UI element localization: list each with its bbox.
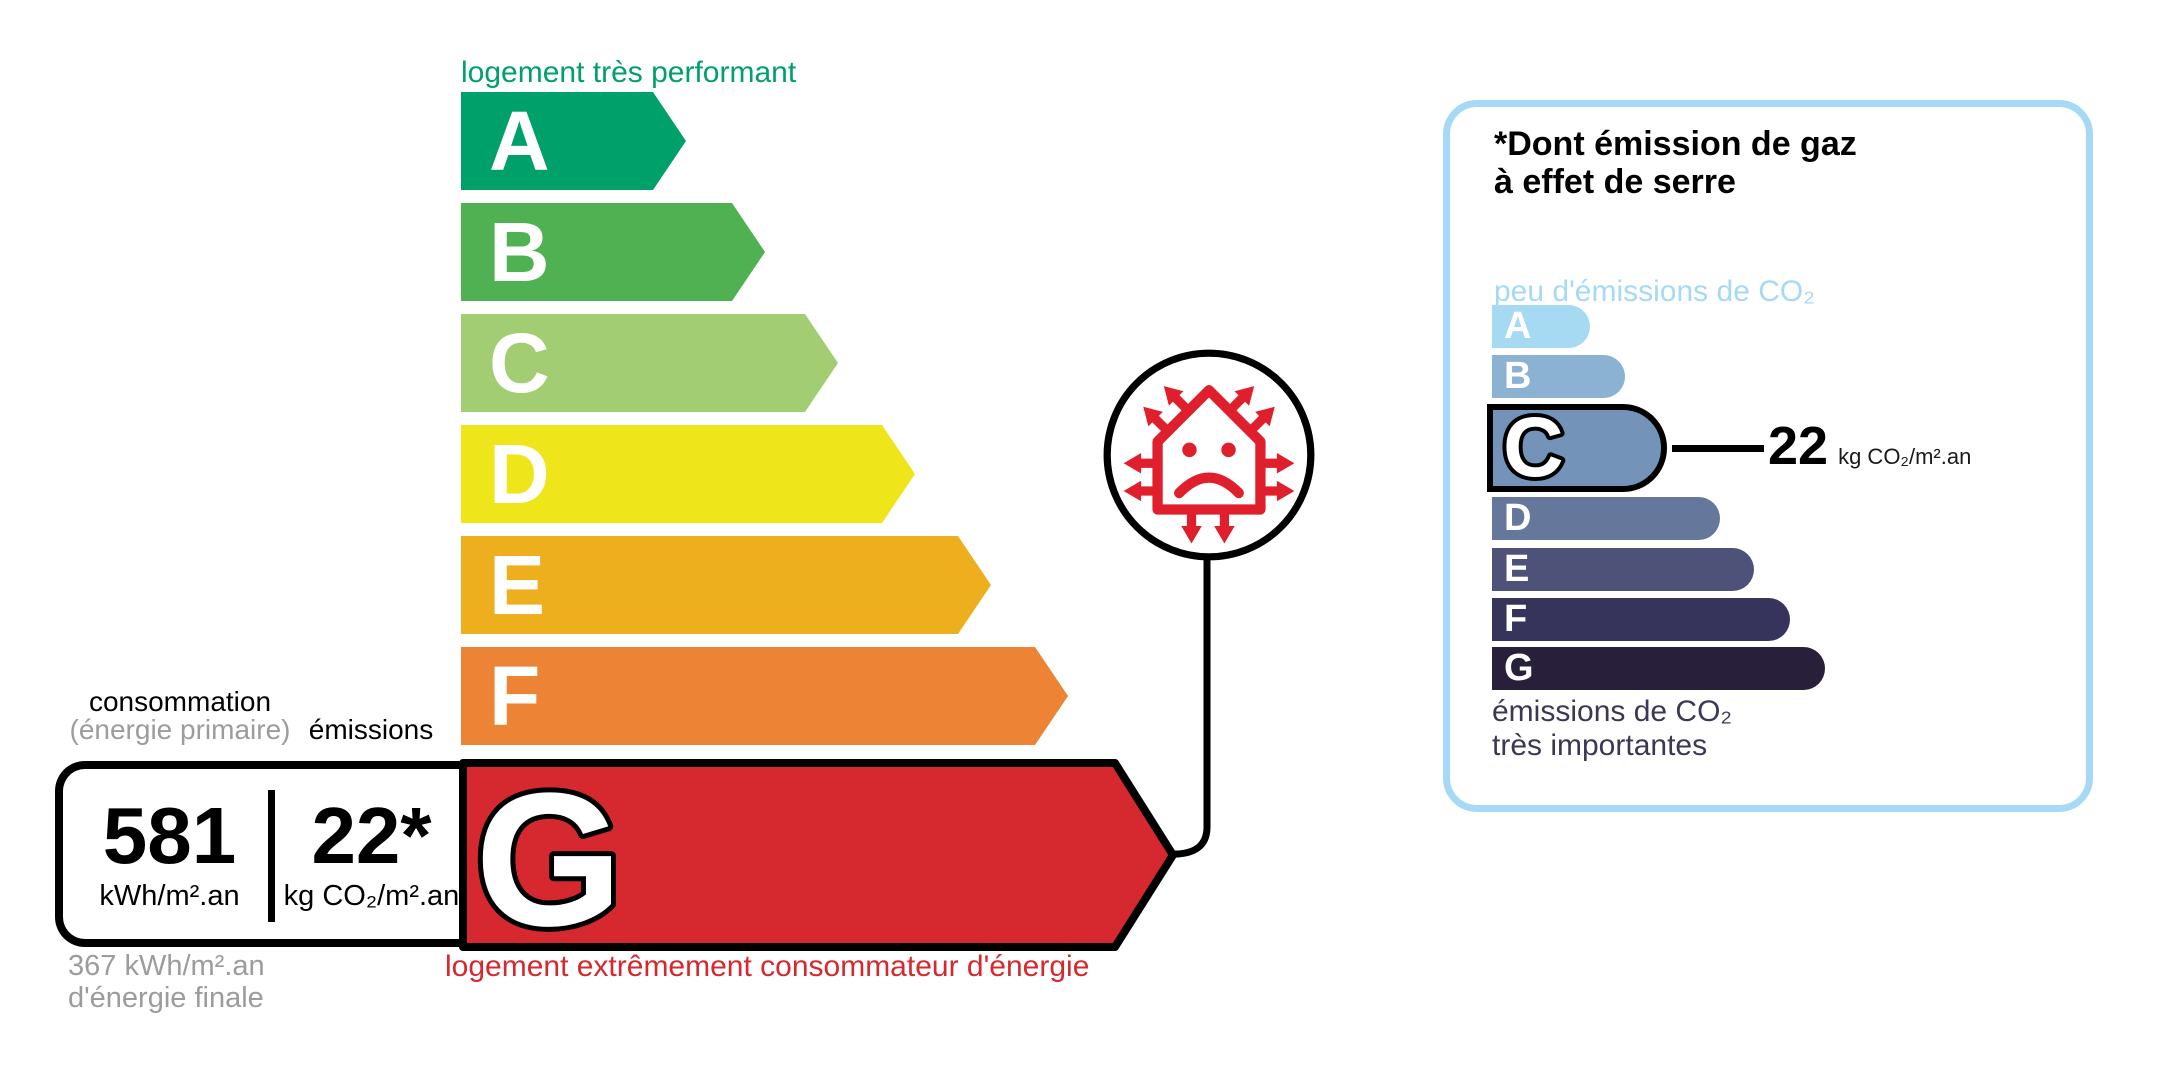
co2-class-bar-c: C: [1487, 404, 1667, 492]
heat-loss-arrow: [1123, 452, 1156, 474]
house-eye-left: [1182, 442, 1197, 458]
sad-house-heat-loss-icon: [1103, 349, 1315, 561]
co2-class-bar-b: B: [1492, 355, 1625, 398]
heat-loss-arrow: [1248, 406, 1275, 433]
co2-class-c-letter: C: [1503, 410, 1564, 486]
co2-class-bar-e: E: [1492, 548, 1754, 591]
energy-class-label: D: [489, 427, 550, 521]
energy-class-g-shape: [459, 759, 1177, 951]
consumption-header: consommation: [88, 686, 272, 717]
co2-class-label: E: [1504, 548, 1530, 590]
house-frown: [1174, 472, 1244, 499]
co2-class-bar-a: A: [1492, 305, 1590, 348]
energy-class-label: A: [489, 94, 550, 188]
heat-loss-arrow: [1181, 511, 1202, 544]
energy-class-bar-d: D: [461, 425, 915, 523]
consumption-value-block: 581 kWh/m².an: [63, 769, 276, 939]
co2-panel-title-line1: *Dont émission de gaz: [1494, 125, 1857, 163]
co2-class-label: G: [1504, 647, 1534, 689]
co2-class-bar-f: F: [1492, 598, 1790, 641]
co2-class-label: A: [1504, 305, 1532, 347]
co2-class-label: F: [1504, 598, 1528, 640]
heat-loss-arrow: [1228, 386, 1255, 412]
heat-loss-arrows: [1123, 386, 1295, 544]
co2-class-label: D: [1504, 497, 1532, 539]
co2-class-bar-d: D: [1492, 497, 1720, 540]
co2-value-unit: kg CO₂/m².an: [1838, 444, 1972, 469]
consumption-subheader: (énergie primaire): [69, 714, 291, 745]
emissions-header: émissions: [308, 714, 434, 745]
value-box: 581 kWh/m².an 22* kg CO₂/m².an: [55, 761, 467, 947]
energy-class-label: C: [489, 316, 550, 410]
energy-class-label: B: [489, 205, 550, 299]
co2-panel: *Dont émission de gaz à effet de serre p…: [1443, 100, 2093, 812]
energy-class-label: E: [489, 538, 546, 632]
energy-class-bar-a: A: [461, 92, 686, 190]
emission-value: 22*: [311, 790, 432, 880]
co2-value: 22: [1768, 416, 1829, 476]
co2-bottom-caption-line1: émissions de CO₂: [1492, 695, 1733, 728]
connector-line: [1168, 552, 1211, 858]
energy-class-bar-e: E: [461, 536, 991, 634]
heat-loss-arrow: [1163, 386, 1190, 412]
co2-class-label: B: [1504, 355, 1532, 397]
house-outline: [1152, 385, 1266, 515]
heat-loss-arrow: [1262, 452, 1295, 474]
emission-unit: kg CO₂/m².an: [283, 879, 460, 912]
co2-panel-title-line2: à effet de serre: [1494, 163, 1736, 201]
consumption-value: 581: [102, 790, 237, 880]
final-energy-line1: 367 kWh/m².an: [68, 950, 265, 982]
energy-class-g-letter: G: [475, 759, 623, 951]
heat-loss-arrow: [1262, 480, 1295, 502]
co2-bottom-caption-line2: très importantes: [1492, 729, 1708, 762]
co2-value-block: 22 kg CO₂/m².an: [1768, 419, 1971, 473]
energy-class-label: F: [489, 649, 541, 743]
co2-class-c-letter-svg: C: [1499, 410, 1568, 486]
top-caption: logement très performant: [461, 56, 797, 89]
energy-class-bar-b: B: [461, 203, 765, 301]
energy-class-bar-f: F: [461, 647, 1068, 745]
heat-loss-arrow: [1214, 511, 1235, 544]
energy-class-bar-g: G: [459, 759, 1177, 951]
final-energy-line2: d'énergie finale: [68, 982, 264, 1014]
co2-class-bar-g: G: [1492, 647, 1825, 690]
emission-value-block: 22* kg CO₂/m².an: [276, 769, 467, 939]
co2-value-dash: [1672, 445, 1764, 452]
heat-loss-arrow: [1123, 480, 1156, 502]
heat-loss-arrow: [1143, 406, 1170, 433]
energy-class-bar-c: C: [461, 314, 838, 412]
bottom-caption: logement extrêmement consommateur d'éner…: [445, 950, 1090, 983]
consumption-unit: kWh/m².an: [99, 879, 240, 912]
house-eye-right: [1221, 442, 1236, 458]
value-box-divider: [268, 790, 275, 922]
co2-top-caption: peu d'émissions de CO₂: [1494, 275, 1815, 308]
